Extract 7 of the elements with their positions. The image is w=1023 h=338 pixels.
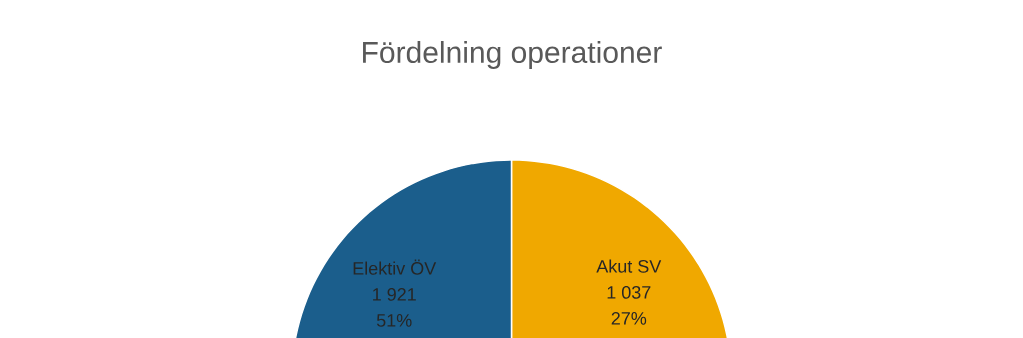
text: 51% (376, 314, 412, 327)
text: 27% (611, 311, 647, 325)
slice-label: Akut SV (596, 259, 662, 273)
data-label: 1 921 (373, 288, 416, 301)
chart-title: Fördelning operationer (363, 41, 662, 69)
data-label: 1 037 (607, 285, 651, 299)
slice-label: Elektiv ÖV (353, 259, 437, 275)
